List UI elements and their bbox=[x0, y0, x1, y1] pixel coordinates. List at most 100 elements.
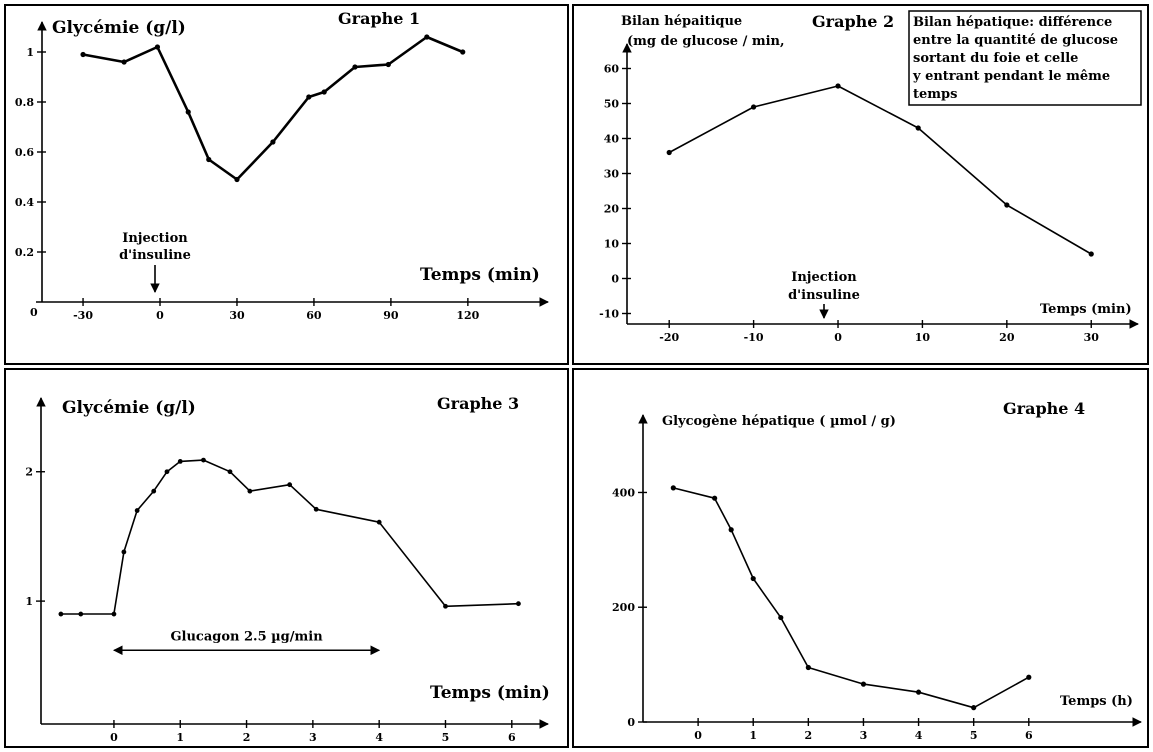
chart4-title: Graphe 4 bbox=[1003, 399, 1085, 418]
chart3-title: Graphe 3 bbox=[437, 394, 519, 413]
chart2-ylabel-line-2: (mg de glucose / min, bbox=[627, 34, 785, 49]
chart4-data-point bbox=[1026, 674, 1032, 680]
chart1-data-point bbox=[352, 64, 358, 70]
chart2-title: Graphe 2 bbox=[812, 12, 894, 31]
chart-graphe-1: -30 0 30 60 90 120 0.2 0.4 0.6 0.8 1 Glycémie (g/l… bbox=[15, 9, 549, 322]
chart1-data-point bbox=[270, 139, 276, 145]
chart3-xlabel: Temps (min) bbox=[430, 683, 550, 703]
chart1-data-point bbox=[424, 34, 430, 40]
chart1-ylabel: Glycémie (g/l) bbox=[52, 18, 186, 38]
chart3-points bbox=[58, 457, 521, 617]
chart4-data-point bbox=[805, 664, 811, 671]
chart4-data-point bbox=[971, 705, 977, 711]
chart3-data-point bbox=[287, 482, 293, 488]
chart2-points bbox=[666, 83, 1094, 257]
chart3-data-point bbox=[443, 603, 448, 609]
chart3-glucagon-label: Glucagon 2.5 µg/min bbox=[170, 629, 323, 644]
chart2-y-tick-label: -10 bbox=[599, 308, 619, 321]
chart3-ylabel: Glycémie (g/l) bbox=[62, 398, 196, 418]
chart2-data-point bbox=[835, 83, 841, 89]
chart3-ticks: 0 1 2 3 4 5 6 1 2 bbox=[25, 466, 516, 744]
chart3-y-tick-label: 1 bbox=[25, 595, 33, 608]
chart1-x-tick-label: 120 bbox=[456, 309, 479, 322]
chart2-data-point bbox=[666, 149, 672, 156]
chart2-note-line-1: Bilan hépatique: différence bbox=[913, 15, 1112, 30]
chart3-data-point bbox=[111, 611, 117, 617]
chart4-y-tick-label: 200 bbox=[612, 601, 635, 614]
chart3-data-point bbox=[247, 488, 253, 494]
chart3-data-point bbox=[376, 519, 382, 525]
chart1-x-tick-label: 60 bbox=[306, 309, 322, 322]
chart1-x-tick-label: 30 bbox=[229, 309, 245, 322]
chart2-y-tick-label: 20 bbox=[604, 203, 620, 216]
chart2-note-line-2: entre la quantité de glucose bbox=[913, 33, 1118, 48]
chart4-x-tick-label: 3 bbox=[860, 729, 868, 742]
chart1-points bbox=[80, 34, 466, 183]
chart4-data-point bbox=[860, 681, 867, 687]
chart1-x-tick-label: 90 bbox=[383, 309, 399, 322]
chart1-data-point bbox=[121, 59, 127, 65]
chart4-x-tick-label: 0 bbox=[694, 729, 702, 742]
chart2-data-point bbox=[1088, 251, 1094, 257]
chart1-data-point bbox=[185, 109, 191, 115]
chart3-y-tick-label: 2 bbox=[25, 466, 33, 479]
chart1-x-tick-label: -30 bbox=[73, 309, 93, 322]
chart4-x-tick-label: 6 bbox=[1025, 729, 1033, 742]
chart2-note-line-4: y entrant pendant le même bbox=[912, 69, 1110, 84]
chart3-x-tick-label: 6 bbox=[508, 731, 516, 744]
chart2-y-tick-label: 30 bbox=[604, 168, 620, 181]
chart1-ticks: -30 0 30 60 90 120 0.2 0.4 0.6 0.8 1 bbox=[15, 46, 480, 322]
chart4-points bbox=[670, 485, 1032, 711]
chart4-series-line bbox=[673, 487, 1030, 709]
chart4-x-tick-label: 2 bbox=[805, 729, 813, 742]
chart2-x-tick-label: 10 bbox=[915, 331, 931, 344]
chart1-data-point bbox=[385, 61, 391, 68]
chart3-data-point bbox=[151, 488, 157, 494]
chart3-x-tick-label: 1 bbox=[176, 731, 184, 744]
chart1-series-line bbox=[82, 35, 464, 181]
chart1-data-point bbox=[154, 44, 161, 50]
chart2-y-tick-label: 60 bbox=[604, 63, 620, 76]
chart-graphe-4: 0 1 2 3 4 5 6 0 200 400 Glycogène hépatique ( µmo… bbox=[612, 399, 1142, 742]
chart-graphe-2: -20 -10 0 10 20 30 -10 0 10 20 30 40 50 60 Bilan hépa… bbox=[599, 10, 1142, 345]
chart2-y-tick-label: 0 bbox=[611, 273, 619, 286]
chart2-note-box bbox=[908, 10, 1142, 106]
chart4-x-tick-label: 4 bbox=[915, 729, 923, 742]
chart3-data-point bbox=[177, 458, 183, 464]
panel-frames bbox=[4, 4, 1149, 748]
chart2-x-tick-label: 20 bbox=[999, 331, 1015, 344]
chart2-y-tick-label: 40 bbox=[604, 133, 620, 146]
chart2-note-line-3: sortant du foie et celle bbox=[913, 51, 1078, 66]
chart3-data-point bbox=[58, 611, 64, 617]
chart4-data-point bbox=[728, 527, 734, 533]
chart1-data-point bbox=[306, 94, 312, 100]
chart2-series-line bbox=[668, 85, 1092, 255]
chart4-data-point bbox=[778, 614, 784, 621]
chart4-y-tick-label: 400 bbox=[612, 486, 635, 499]
chart4-data-point bbox=[712, 495, 718, 501]
chart2-x-tick-label: -10 bbox=[744, 331, 764, 344]
chart3-data-point bbox=[227, 469, 233, 475]
chart2-x-tick-label: 0 bbox=[834, 331, 842, 344]
chart2-ticks: -20 -10 0 10 20 30 -10 0 10 20 30 40 50 60 bbox=[599, 63, 1099, 345]
chart3-x-tick-label: 5 bbox=[442, 731, 450, 744]
chart3-data-point bbox=[164, 469, 170, 475]
chart2-x-tick-label: 30 bbox=[1084, 331, 1100, 344]
chart1-data-point bbox=[206, 156, 212, 163]
chart1-y-tick-label: 0.6 bbox=[15, 146, 34, 159]
chart2-data-point bbox=[751, 104, 757, 110]
chart-graphe-3: 0 1 2 3 4 5 6 1 2 Glycémie (g/l) Graphe 3 Temps … bbox=[25, 394, 549, 744]
chart4-x-tick-label: 5 bbox=[970, 729, 978, 742]
chart1-annotation-line-2: d'insuline bbox=[119, 248, 191, 263]
chart1-data-point bbox=[234, 176, 240, 183]
chart1-annotation-line-1: Injection bbox=[122, 231, 188, 246]
chart1-title: Graphe 1 bbox=[338, 9, 420, 28]
chart2-note-line-5: temps bbox=[913, 87, 957, 102]
chart3-series-line bbox=[60, 459, 519, 615]
chart2-y-tick-label: 10 bbox=[604, 238, 620, 251]
chart2-annotation-line-2: d'insuline bbox=[788, 288, 860, 303]
chart3-data-point bbox=[516, 601, 521, 607]
chart4-data-point bbox=[915, 689, 922, 695]
chart3-data-point bbox=[121, 549, 127, 555]
